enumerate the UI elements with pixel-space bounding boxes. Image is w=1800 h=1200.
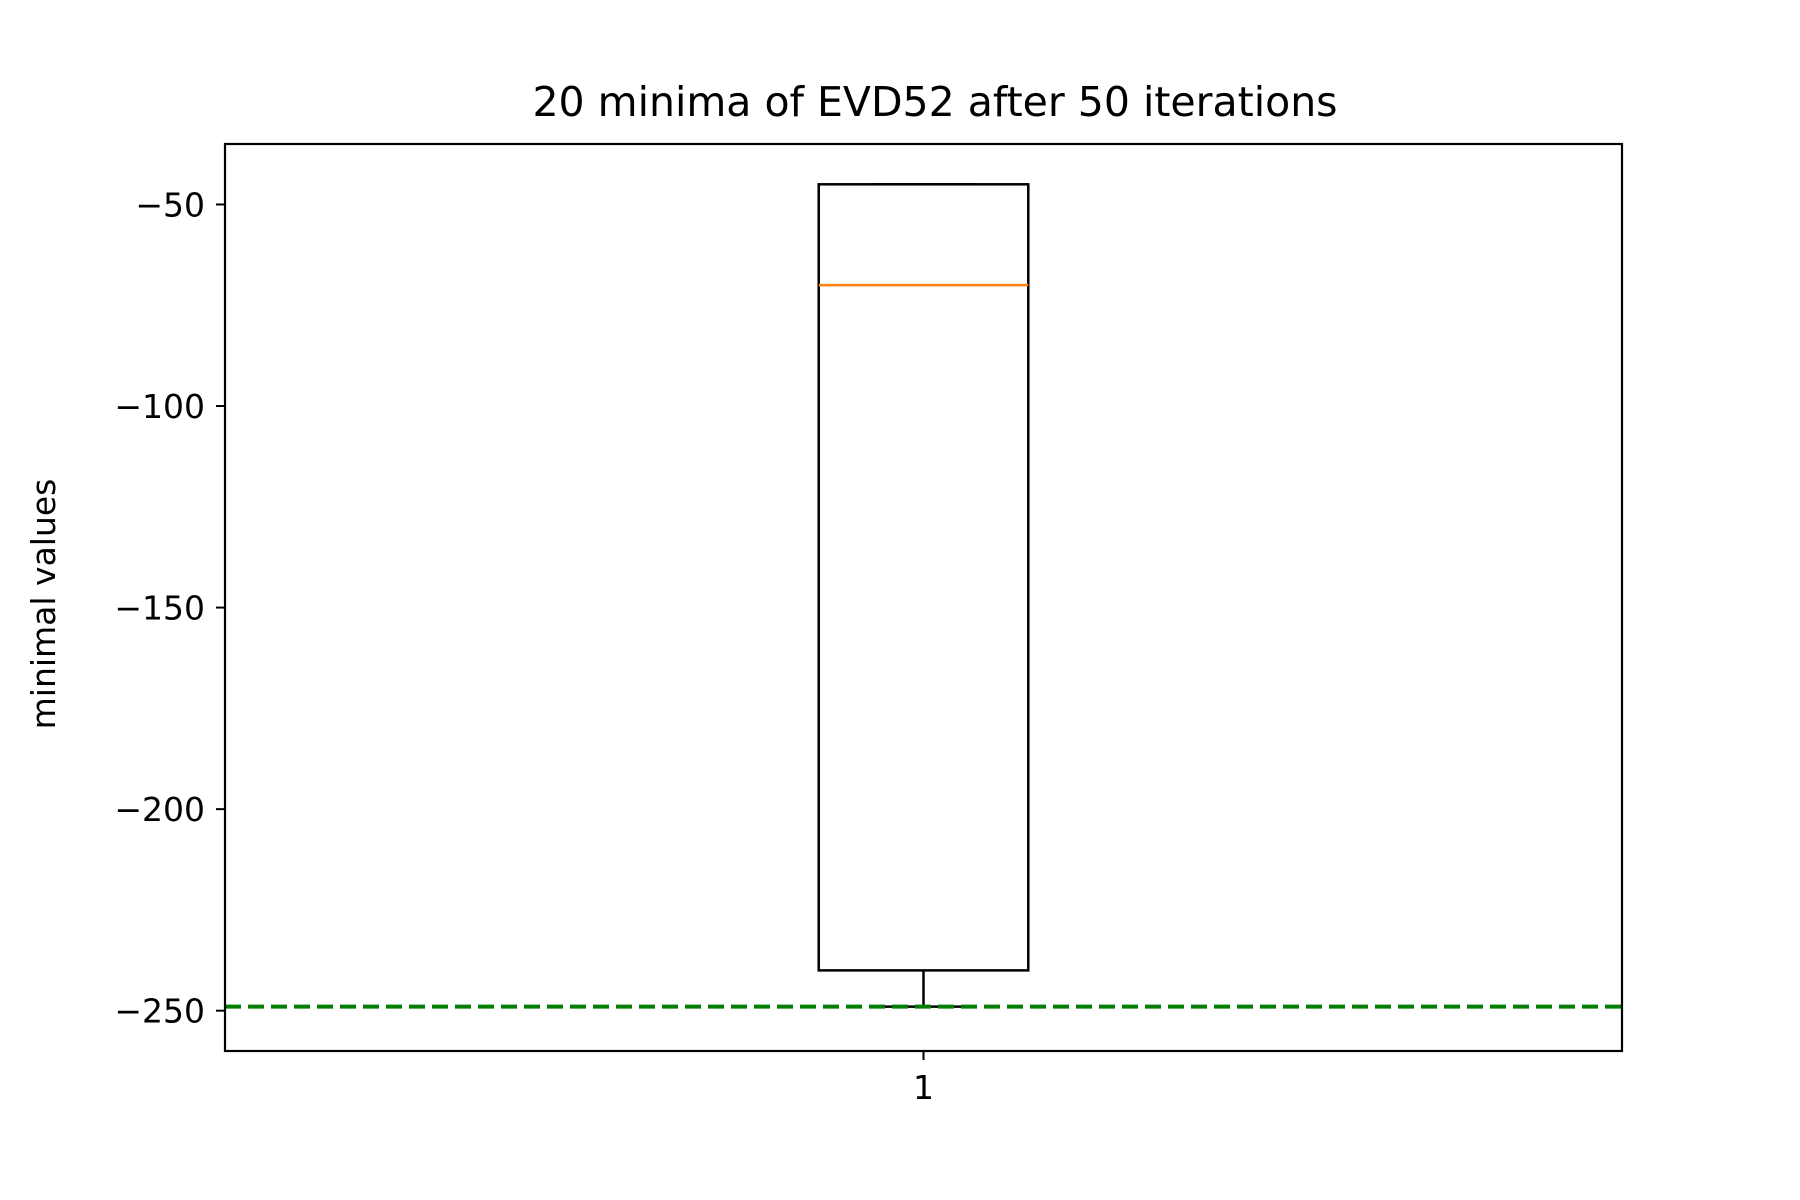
y-tick-label: −200 <box>114 790 205 829</box>
y-axis-label: minimal values <box>24 479 63 730</box>
y-tick-label: −100 <box>114 387 205 426</box>
y-tick-label: −50 <box>135 185 205 224</box>
y-tick-label: −250 <box>114 992 205 1031</box>
box-iqr <box>817 183 1030 972</box>
plot-area: −50 −100 −150 −200 −250 1 <box>114 183 1622 1107</box>
chart-title: 20 minima of EVD52 after 50 iterations <box>532 78 1337 126</box>
y-tick-label: −150 <box>114 589 205 628</box>
axes-frame <box>223 142 1624 1053</box>
x-tick-label: 1 <box>913 1068 934 1107</box>
